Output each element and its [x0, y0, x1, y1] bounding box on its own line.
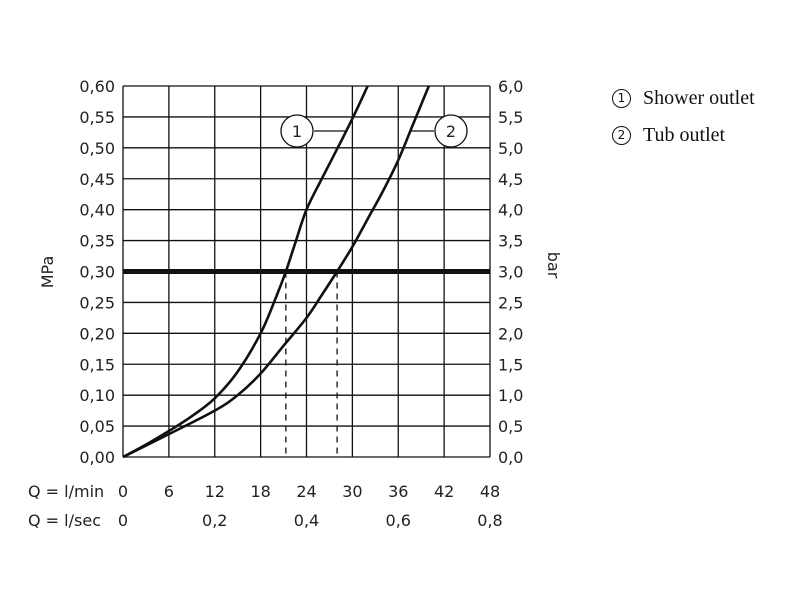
callout-label-2: 2 — [446, 122, 456, 141]
x-primary-tick-label: 42 — [434, 482, 454, 501]
y-right-tick-label: 4,5 — [498, 170, 523, 189]
legend-label-shower: Shower outlet — [643, 87, 755, 109]
y-left-tick-label: 0,45 — [79, 170, 115, 189]
y-left-tick-label: 0,55 — [79, 108, 115, 127]
x-secondary-tick-label: 0,2 — [202, 511, 227, 530]
x-secondary-tick-label: 0,8 — [477, 511, 502, 530]
x-primary-tick-label: 0 — [118, 482, 128, 501]
y-left-tick-label: 0,05 — [79, 417, 115, 436]
legend-label-tub: Tub outlet — [643, 124, 726, 146]
reference-line-layer — [123, 269, 490, 457]
y-right-tick-label: 1,5 — [498, 355, 523, 374]
x-primary-tick-label: 30 — [342, 482, 362, 501]
y-left-tick-label: 0,00 — [79, 448, 115, 467]
legend: 1 Shower outlet 2 Tub outlet — [612, 80, 755, 154]
y-left-tick-label: 0,10 — [79, 386, 115, 405]
callout-label-1: 1 — [292, 122, 302, 141]
y-left-tick-label: 0,30 — [79, 263, 115, 282]
y-axis-left-label: MPa — [38, 256, 57, 289]
x-primary-tick-label: 12 — [205, 482, 225, 501]
y-right-tick-label: 2,5 — [498, 293, 523, 312]
y-left-tick-label: 0,35 — [79, 232, 115, 251]
x-primary-tick-label: 24 — [296, 482, 316, 501]
y-right-tick-label: 5,0 — [498, 139, 523, 158]
y-left-tick-label: 0,50 — [79, 139, 115, 158]
x-primary-tick-label: 36 — [388, 482, 408, 501]
legend-marker-1: 1 — [612, 89, 631, 108]
x-axis-secondary-label: Q = l/sec — [28, 511, 101, 530]
x-primary-tick-label: 48 — [480, 482, 500, 501]
ticks-layer: 0,00 0,00,05 0,50,10 1,00,15 1,50,20 2,00,25 2… — [79, 77, 523, 530]
x-axis-primary-label: Q = l/min — [28, 482, 104, 501]
y-left-tick-label: 0,60 — [79, 77, 115, 96]
x-primary-tick-label: 6 — [164, 482, 174, 501]
y-left-tick-label: 0,40 — [79, 201, 115, 220]
y-axis-right-label: bar — [544, 252, 563, 279]
x-secondary-tick-label: 0,6 — [386, 511, 411, 530]
x-secondary-tick-label: 0 — [118, 511, 128, 530]
y-right-tick-label: 2,0 — [498, 324, 523, 343]
y-right-tick-label: 3,5 — [498, 232, 523, 251]
y-left-tick-label: 0,15 — [79, 355, 115, 374]
x-secondary-tick-label: 0,4 — [294, 511, 319, 530]
y-right-tick-label: 5,5 — [498, 108, 523, 127]
y-left-tick-label: 0,25 — [79, 293, 115, 312]
y-right-tick-label: 1,0 — [498, 386, 523, 405]
callout-circle-1 — [280, 114, 314, 148]
y-right-tick-label: 4,0 — [498, 201, 523, 220]
y-left-tick-label: 0,20 — [79, 324, 115, 343]
curve-series-1 — [122, 85, 369, 459]
y-right-tick-label: 0,5 — [498, 417, 523, 436]
legend-item-shower: 1 Shower outlet — [612, 80, 755, 117]
legend-marker-2: 2 — [612, 126, 631, 145]
y-right-tick-label: 3,0 — [498, 263, 523, 282]
callout-circle-2 — [434, 114, 468, 148]
y-right-tick-label: 0,0 — [498, 448, 523, 467]
y-right-tick-label: 6,0 — [498, 77, 523, 96]
legend-item-tub: 2 Tub outlet — [612, 117, 755, 154]
curve-series-2 — [122, 85, 431, 459]
x-primary-tick-label: 18 — [250, 482, 270, 501]
